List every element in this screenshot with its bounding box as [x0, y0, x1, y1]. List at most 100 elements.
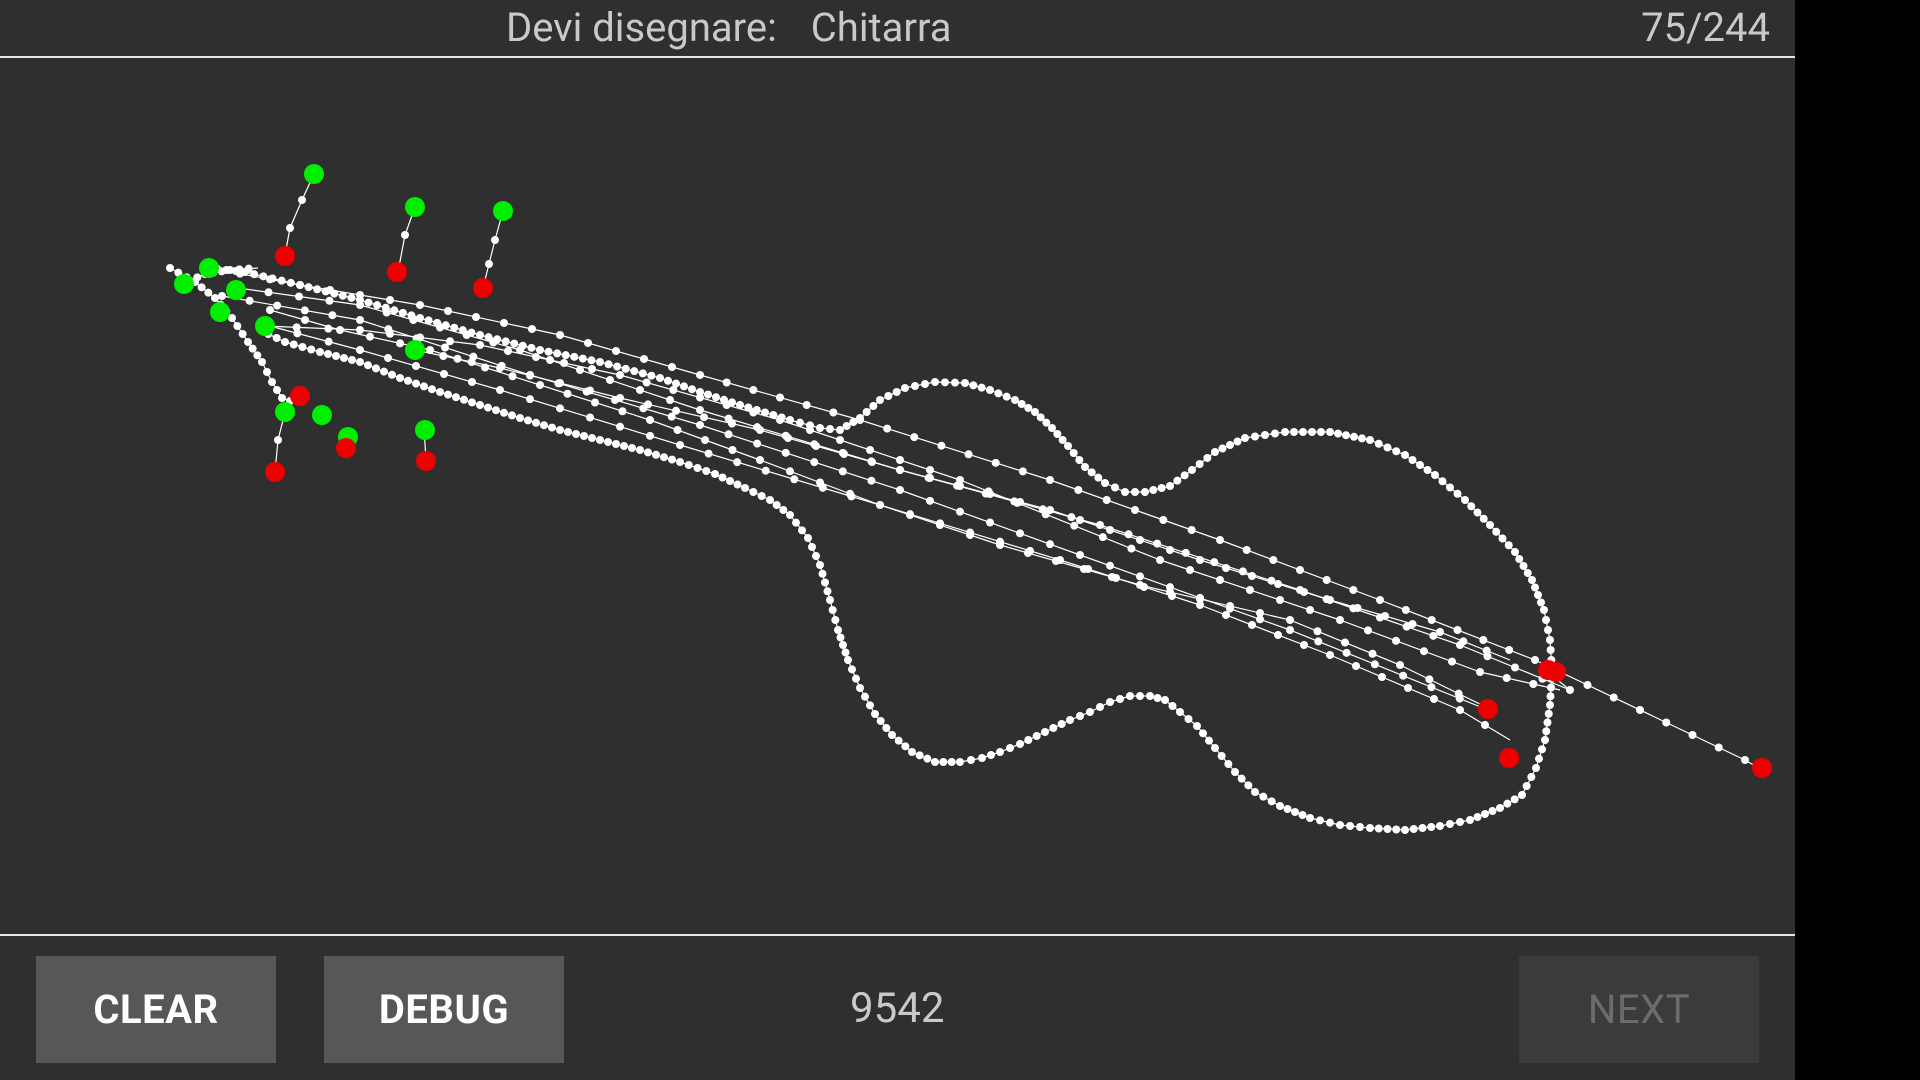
stroke-point: [1205, 736, 1213, 745]
stroke-point: [1346, 822, 1354, 830]
stroke-point: [964, 450, 973, 459]
stroke-point: [644, 448, 652, 457]
stroke-point: [849, 418, 858, 426]
stroke-point: [1187, 526, 1196, 534]
stroke-point: [504, 347, 512, 355]
stroke-point: [1342, 431, 1350, 440]
stroke-point: [1166, 546, 1174, 554]
stroke-point: [1527, 773, 1536, 781]
stroke-point: [1446, 483, 1454, 492]
stroke-point: [1423, 466, 1432, 474]
next-button[interactable]: NEXT: [1519, 956, 1759, 1063]
stroke-point: [704, 390, 712, 399]
drawing-canvas[interactable]: [0, 58, 1795, 933]
stroke-point: [1383, 443, 1392, 452]
stroke-point: [1366, 436, 1374, 444]
stroke-point: [779, 506, 788, 514]
stroke-point: [496, 364, 504, 372]
stroke-point: [836, 426, 844, 434]
stroke-point: [1510, 795, 1519, 804]
stroke-point: [1161, 696, 1169, 704]
stroke-point: [556, 379, 564, 387]
stroke-point: [1267, 797, 1276, 806]
stroke-point: [726, 477, 734, 485]
stroke-point: [836, 633, 845, 642]
stroke-point: [1244, 781, 1253, 790]
stroke-point: [1511, 663, 1519, 672]
stroke-point: [628, 444, 636, 452]
stroke-point: [906, 511, 914, 519]
stroke-point: [1378, 673, 1386, 681]
stroke-point: [1046, 506, 1054, 514]
stroke-point: [1173, 476, 1182, 485]
stroke-point: [1537, 598, 1545, 607]
stroke-point: [613, 362, 622, 371]
stroke-point: [666, 396, 674, 404]
stroke-point: [712, 393, 720, 402]
stroke-point: [1454, 689, 1463, 698]
stroke-end-point: [290, 386, 310, 406]
stroke-point: [444, 390, 452, 399]
stroke-point: [1231, 768, 1239, 776]
stroke-point: [450, 323, 459, 332]
stroke-point: [428, 385, 436, 394]
stroke-point: [1546, 701, 1554, 709]
stroke-point: [412, 362, 420, 370]
stroke-point: [1459, 637, 1468, 646]
stroke-point: [1456, 706, 1464, 714]
stroke-point: [1127, 544, 1136, 553]
stroke-point: [560, 359, 568, 367]
stroke-point: [816, 561, 824, 569]
stroke-point: [211, 294, 219, 302]
stroke-point: [1290, 428, 1298, 436]
debug-button[interactable]: DEBUG: [324, 956, 564, 1063]
stroke-start-point: [405, 340, 425, 360]
stroke-point: [1453, 626, 1462, 634]
stroke-point: [293, 329, 302, 338]
stroke-end-point: [1546, 662, 1566, 682]
stroke-point: [489, 338, 498, 347]
stroke-point: [696, 371, 704, 379]
stroke-point: [1006, 744, 1014, 752]
stroke-point: [978, 754, 986, 762]
stroke-point: [896, 466, 904, 474]
stroke-point: [556, 331, 564, 339]
stroke-point: [696, 393, 704, 402]
stroke-point: [915, 751, 924, 760]
stroke-start-point: [304, 164, 324, 184]
stroke-point: [1256, 609, 1264, 617]
stroke-point: [1274, 631, 1282, 639]
stroke-point: [1505, 646, 1514, 654]
stroke-point: [441, 343, 449, 352]
stroke-point: [1392, 636, 1400, 645]
stroke-point: [301, 316, 309, 324]
stroke-point: [784, 434, 792, 442]
stroke-point: [273, 301, 282, 310]
stroke-point: [1017, 400, 1026, 408]
stroke-point: [245, 296, 254, 305]
stroke-end-point: [416, 451, 436, 471]
stroke-point: [688, 385, 696, 394]
stroke-point: [1046, 540, 1054, 549]
stroke-point: [536, 381, 544, 389]
stroke-start-point: [405, 197, 425, 217]
stroke-point: [1196, 556, 1204, 564]
stroke-point: [1193, 722, 1201, 730]
stroke-point: [548, 423, 556, 432]
stroke-point: [840, 450, 848, 458]
stroke-point: [588, 365, 596, 373]
stroke-point: [174, 268, 183, 277]
stroke-point: [1366, 824, 1374, 832]
stroke-point: [1081, 463, 1089, 471]
clear-button[interactable]: CLEAR: [36, 956, 276, 1063]
stroke-point: [1251, 788, 1259, 796]
stroke-point: [1453, 489, 1462, 498]
stroke-point: [1016, 498, 1024, 506]
stroke-point: [1341, 638, 1349, 647]
stroke-point: [1031, 408, 1039, 416]
stroke-point: [1504, 541, 1513, 550]
stroke-point: [1168, 702, 1177, 710]
stroke-point: [416, 301, 424, 309]
stroke-point: [1188, 466, 1196, 474]
stroke-point: [1222, 611, 1230, 619]
